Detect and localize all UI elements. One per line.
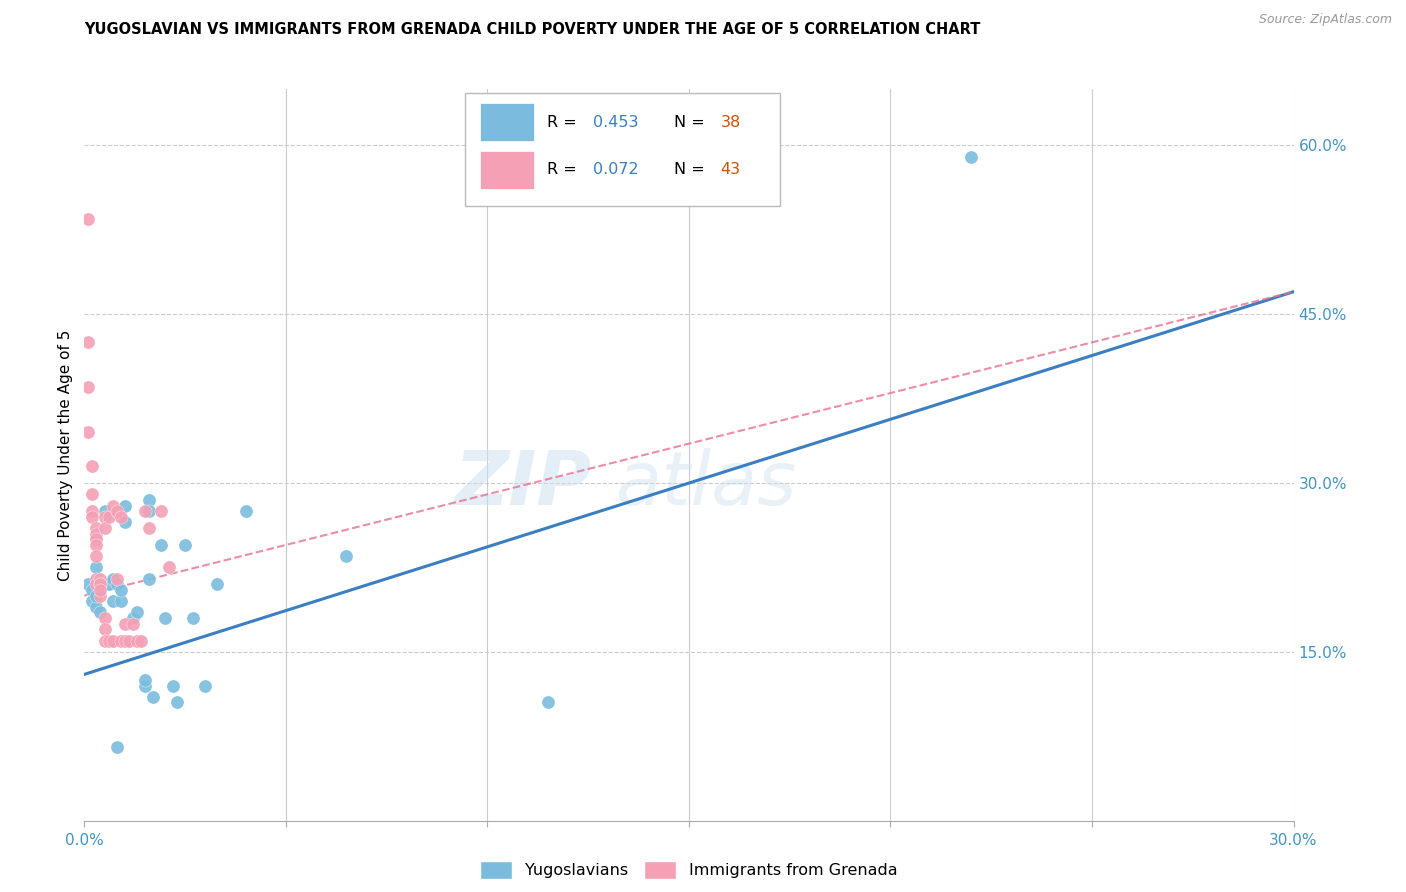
Point bbox=[86, 521, 108, 535]
Legend: Yugoslavians, Immigrants from Grenada: Yugoslavians, Immigrants from Grenada bbox=[474, 855, 904, 886]
Point bbox=[97, 577, 120, 591]
Point bbox=[181, 611, 204, 625]
Point bbox=[89, 589, 111, 603]
Point bbox=[129, 633, 152, 648]
Point bbox=[121, 616, 143, 631]
Text: R =: R = bbox=[547, 114, 582, 129]
Point bbox=[86, 533, 108, 547]
Point bbox=[162, 679, 184, 693]
Point bbox=[89, 582, 111, 597]
Point bbox=[82, 487, 104, 501]
Point bbox=[89, 577, 111, 591]
Point bbox=[86, 526, 108, 541]
Point bbox=[114, 516, 136, 530]
Point bbox=[97, 633, 120, 648]
Text: atlas: atlas bbox=[616, 448, 797, 520]
Point bbox=[86, 599, 108, 614]
Point bbox=[960, 150, 983, 164]
Point bbox=[537, 696, 560, 710]
Text: 43: 43 bbox=[720, 162, 741, 178]
Point bbox=[86, 589, 108, 603]
Point bbox=[101, 633, 124, 648]
Point bbox=[101, 572, 124, 586]
Point bbox=[93, 611, 115, 625]
Point bbox=[134, 504, 156, 518]
Point bbox=[125, 606, 148, 620]
Text: Source: ZipAtlas.com: Source: ZipAtlas.com bbox=[1258, 13, 1392, 27]
Point bbox=[101, 499, 124, 513]
Point bbox=[110, 633, 132, 648]
Point bbox=[235, 504, 257, 518]
Text: ZIP: ZIP bbox=[456, 448, 592, 521]
Point bbox=[82, 582, 104, 597]
Point bbox=[174, 538, 197, 552]
Point bbox=[138, 572, 160, 586]
Point bbox=[86, 577, 108, 591]
Point bbox=[149, 504, 172, 518]
Point bbox=[77, 335, 100, 350]
Point bbox=[138, 521, 160, 535]
Point bbox=[101, 594, 124, 608]
Point bbox=[86, 560, 108, 574]
Point bbox=[77, 577, 100, 591]
Point bbox=[105, 572, 128, 586]
Point bbox=[86, 549, 108, 564]
Point bbox=[93, 504, 115, 518]
Point bbox=[93, 623, 115, 637]
Point bbox=[82, 594, 104, 608]
Point bbox=[105, 577, 128, 591]
Point bbox=[121, 611, 143, 625]
Text: N =: N = bbox=[675, 114, 710, 129]
Point bbox=[118, 633, 141, 648]
Point bbox=[77, 425, 100, 440]
Point bbox=[110, 582, 132, 597]
Point bbox=[89, 577, 111, 591]
Point bbox=[207, 577, 229, 591]
Point bbox=[149, 538, 172, 552]
Point bbox=[89, 606, 111, 620]
Text: 0.072: 0.072 bbox=[593, 162, 640, 178]
Point bbox=[166, 696, 188, 710]
Point bbox=[93, 633, 115, 648]
Text: R =: R = bbox=[547, 162, 582, 178]
Point bbox=[110, 509, 132, 524]
Point bbox=[86, 572, 108, 586]
Text: 0.453: 0.453 bbox=[593, 114, 638, 129]
Point bbox=[89, 577, 111, 591]
FancyBboxPatch shape bbox=[479, 151, 534, 189]
Point bbox=[194, 679, 217, 693]
Text: N =: N = bbox=[675, 162, 710, 178]
Point bbox=[134, 673, 156, 687]
Point bbox=[77, 380, 100, 394]
Point bbox=[110, 594, 132, 608]
Point bbox=[114, 633, 136, 648]
Point bbox=[125, 633, 148, 648]
Point bbox=[138, 492, 160, 507]
Y-axis label: Child Poverty Under the Age of 5: Child Poverty Under the Age of 5 bbox=[58, 329, 73, 581]
FancyBboxPatch shape bbox=[465, 93, 780, 206]
Point bbox=[153, 611, 176, 625]
Point bbox=[157, 560, 180, 574]
Point bbox=[93, 509, 115, 524]
Point bbox=[82, 509, 104, 524]
Point bbox=[97, 509, 120, 524]
Point bbox=[335, 549, 357, 564]
Point bbox=[82, 504, 104, 518]
Point bbox=[105, 740, 128, 755]
Point bbox=[86, 538, 108, 552]
Point bbox=[114, 499, 136, 513]
Text: YUGOSLAVIAN VS IMMIGRANTS FROM GRENADA CHILD POVERTY UNDER THE AGE OF 5 CORRELAT: YUGOSLAVIAN VS IMMIGRANTS FROM GRENADA C… bbox=[84, 22, 981, 37]
Point bbox=[105, 504, 128, 518]
Point bbox=[138, 504, 160, 518]
Point bbox=[82, 459, 104, 474]
Point bbox=[77, 211, 100, 226]
Text: 38: 38 bbox=[720, 114, 741, 129]
Point bbox=[114, 616, 136, 631]
Point bbox=[93, 521, 115, 535]
FancyBboxPatch shape bbox=[479, 103, 534, 141]
Point bbox=[134, 679, 156, 693]
Point bbox=[142, 690, 165, 704]
Point bbox=[89, 572, 111, 586]
